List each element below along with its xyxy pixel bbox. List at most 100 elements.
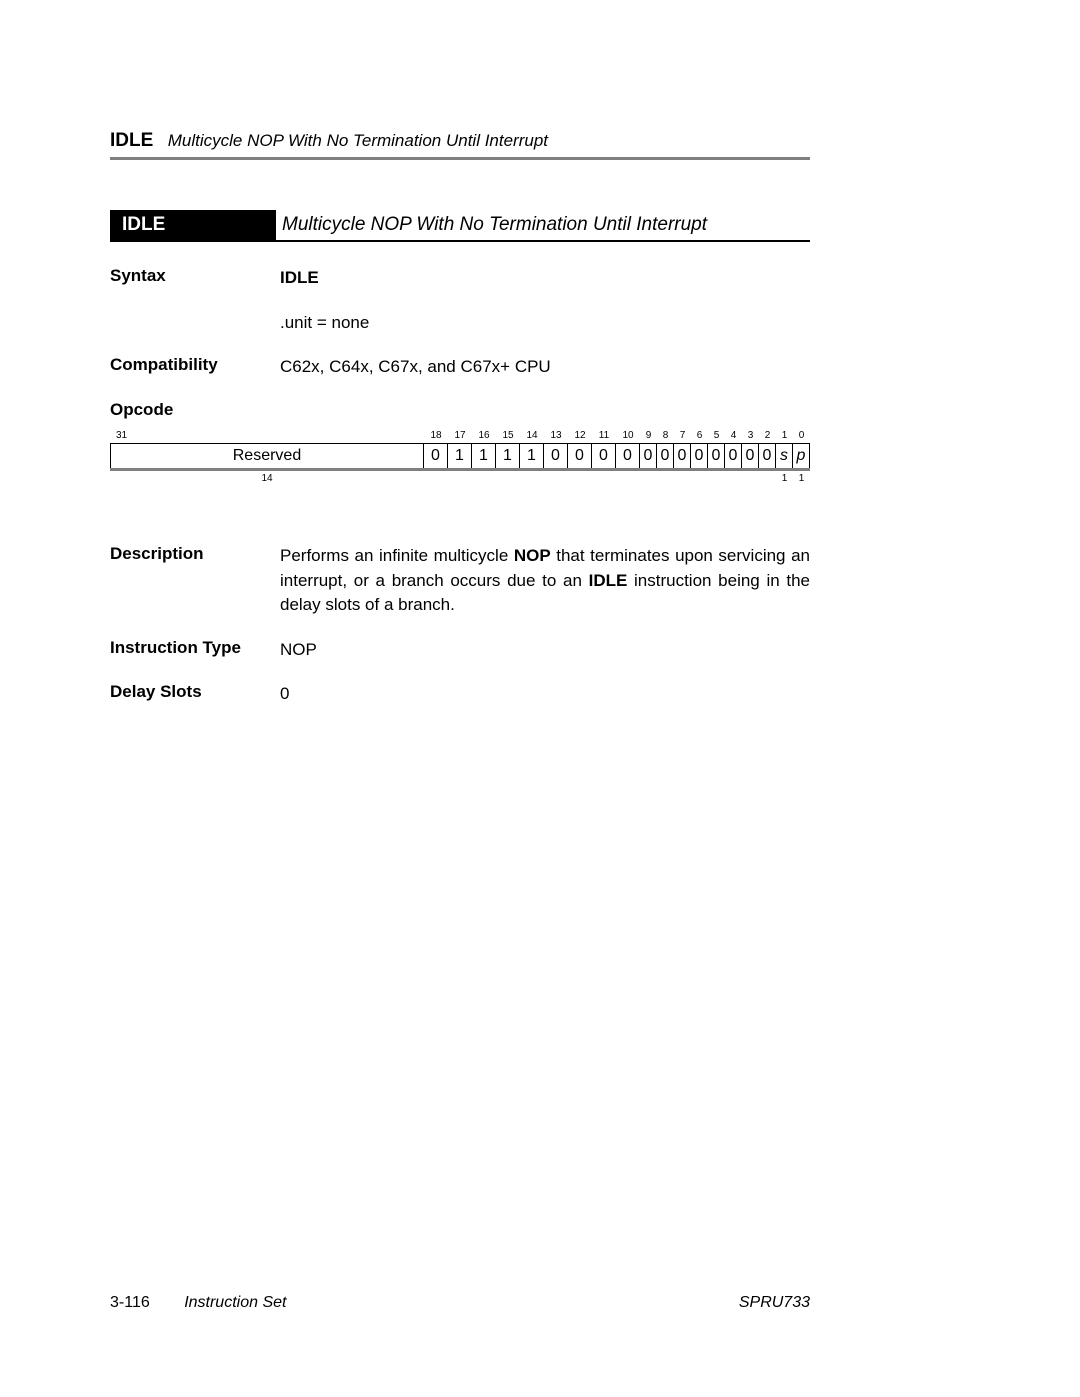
bit-number: 8	[657, 430, 674, 441]
bit-header-cells: 1817161514131211109876543210	[424, 430, 810, 441]
desc-bold1: NOP	[514, 546, 551, 565]
bit-value: 1	[448, 444, 472, 468]
bit-footer	[520, 473, 544, 484]
instruction-type-label: Instruction Type	[110, 638, 280, 663]
footer-left: 3-116 Instruction Set	[110, 1294, 286, 1312]
instruction-type-row: Instruction Type NOP	[110, 638, 810, 663]
description-row: Description Performs an infinite multicy…	[110, 544, 810, 618]
bit-footer	[759, 473, 776, 484]
bit-value: 0	[657, 444, 674, 468]
bit-footer	[616, 473, 640, 484]
footer-right: SPRU733	[739, 1294, 810, 1312]
bit-value-cells: 01111000000000000sp	[424, 444, 810, 468]
bit-footer	[496, 473, 520, 484]
bit-footer	[725, 473, 742, 484]
bit-footer	[448, 473, 472, 484]
bit-footer-cells: 11	[424, 473, 810, 484]
title-badge: IDLE	[110, 210, 276, 240]
reserved-width: 14	[110, 473, 424, 484]
title-text: Multicycle NOP With No Termination Until…	[276, 210, 707, 240]
title-row: IDLE Multicycle NOP With No Termination …	[110, 210, 810, 242]
reserved-cell: Reserved	[110, 444, 424, 468]
bit-value: 0	[568, 444, 592, 468]
bit-value: 0	[759, 444, 776, 468]
bit-number: 3	[742, 430, 759, 441]
description-label: Description	[110, 544, 280, 618]
bit-number: 15	[496, 430, 520, 441]
bit-value: 0	[691, 444, 708, 468]
bit-number: 6	[691, 430, 708, 441]
bit-footer	[691, 473, 708, 484]
unit-row: .unit = none	[110, 311, 810, 336]
bit-header-start: 31	[110, 430, 424, 441]
bit-number: 14	[520, 430, 544, 441]
page-header: IDLE Multicycle NOP With No Termination …	[110, 130, 810, 160]
bit-value: 0	[616, 444, 640, 468]
instruction-type-value: NOP	[280, 638, 810, 663]
bit-number: 9	[640, 430, 657, 441]
bit-value: s	[776, 444, 793, 468]
compatibility-row: Compatibility C62x, C64x, C67x, and C67x…	[110, 355, 810, 380]
bit-value: 0	[742, 444, 759, 468]
bit-number: 13	[544, 430, 568, 441]
delay-slots-row: Delay Slots 0	[110, 682, 810, 707]
opcode-table: Reserved 01111000000000000sp	[110, 443, 810, 471]
bit-footer	[742, 473, 759, 484]
delay-slots-label: Delay Slots	[110, 682, 280, 707]
compatibility-label: Compatibility	[110, 355, 280, 380]
opcode-label-row: Opcode	[110, 400, 810, 420]
syntax-label: Syntax	[110, 266, 280, 291]
bit-value: 1	[520, 444, 544, 468]
bit-number: 7	[674, 430, 691, 441]
bit-value: 0	[424, 444, 448, 468]
bit-footer	[592, 473, 616, 484]
description-value: Performs an infinite multicycle NOP that…	[280, 544, 810, 618]
bit-footer: 1	[776, 473, 793, 484]
unit-label-spacer	[110, 311, 280, 336]
bit-value: 0	[640, 444, 657, 468]
bit-number: 0	[793, 430, 810, 441]
bit-number: 4	[725, 430, 742, 441]
delay-slots-value: 0	[280, 682, 810, 707]
unit-value: .unit = none	[280, 311, 810, 336]
bit-number: 12	[568, 430, 592, 441]
bit-footer	[472, 473, 496, 484]
bit-footer-row: 14 11	[110, 473, 810, 484]
desc-pre: Performs an infinite multicycle	[280, 546, 514, 565]
syntax-value: IDLE	[280, 266, 810, 291]
syntax-row: Syntax IDLE	[110, 266, 810, 291]
bit-value: p	[793, 444, 810, 468]
bit-value: 0	[674, 444, 691, 468]
bit-value: 0	[592, 444, 616, 468]
bit-footer	[424, 473, 448, 484]
bit-number: 18	[424, 430, 448, 441]
bit-number: 11	[592, 430, 616, 441]
desc-bold2: IDLE	[589, 571, 628, 590]
footer-center: Instruction Set	[184, 1294, 286, 1311]
bit-value: 0	[708, 444, 725, 468]
footer-page: 3-116	[110, 1294, 150, 1311]
bit-number: 5	[708, 430, 725, 441]
bit-value: 0	[544, 444, 568, 468]
bit-footer	[674, 473, 691, 484]
header-instruction: IDLE	[110, 130, 153, 151]
page-footer: 3-116 Instruction Set SPRU733	[110, 1294, 810, 1312]
header-subtitle: Multicycle NOP With No Termination Until…	[168, 131, 548, 150]
opcode-diagram: 31 1817161514131211109876543210 Reserved…	[110, 430, 810, 484]
bit-footer	[657, 473, 674, 484]
bit-footer	[544, 473, 568, 484]
opcode-label: Opcode	[110, 400, 280, 420]
bit-value: 1	[496, 444, 520, 468]
bit-footer	[640, 473, 657, 484]
bit-value: 1	[472, 444, 496, 468]
bit-number: 10	[616, 430, 640, 441]
bit-footer	[568, 473, 592, 484]
bit-value: 0	[725, 444, 742, 468]
bit-footer: 1	[793, 473, 810, 484]
bit-number: 17	[448, 430, 472, 441]
bit-number: 1	[776, 430, 793, 441]
bit-number: 2	[759, 430, 776, 441]
bit-number: 16	[472, 430, 496, 441]
bit-footer	[708, 473, 725, 484]
bit-header-row: 31 1817161514131211109876543210	[110, 430, 810, 441]
